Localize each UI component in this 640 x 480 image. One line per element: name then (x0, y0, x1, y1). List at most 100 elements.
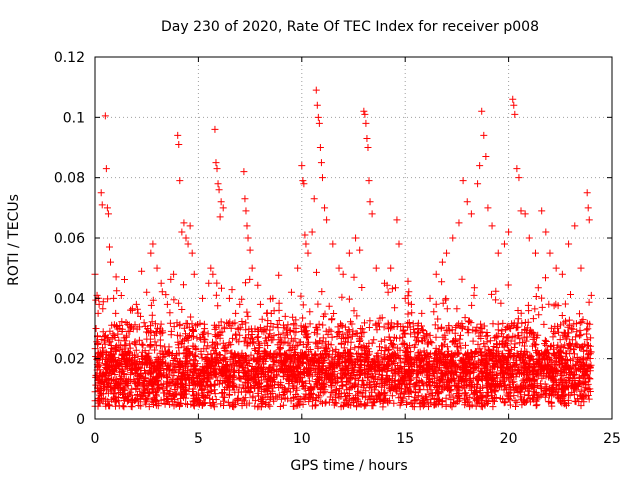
data-point (308, 228, 316, 236)
data-point (299, 177, 307, 185)
data-point (294, 264, 302, 272)
data-point (132, 300, 140, 308)
data-point (263, 309, 271, 317)
data-point (482, 153, 490, 161)
background-scatter-cloud (91, 267, 595, 411)
data-point (318, 174, 326, 182)
data-point (304, 249, 312, 257)
grid (95, 57, 612, 419)
data-point (585, 216, 593, 224)
data-point (219, 204, 227, 212)
data-point (565, 240, 573, 248)
data-point (463, 198, 471, 206)
data-point (401, 294, 409, 302)
data-point (323, 216, 331, 224)
x-tick-label: 5 (194, 431, 203, 447)
data-point (175, 140, 183, 148)
data-point (476, 162, 484, 170)
x-tick-label: 25 (603, 431, 621, 447)
data-point (157, 279, 165, 287)
x-tick-label: 10 (293, 431, 311, 447)
data-point (546, 249, 554, 257)
data-point (298, 162, 306, 170)
data-point (92, 325, 100, 332)
data-point (459, 177, 467, 185)
data-point (214, 180, 222, 188)
data-point (393, 216, 401, 224)
data-point (583, 189, 591, 197)
data-point (509, 95, 517, 103)
data-point (94, 309, 102, 317)
data-point (438, 258, 446, 266)
data-point (432, 270, 440, 278)
data-point (449, 234, 457, 242)
data-point (339, 270, 347, 278)
tick-labels: 0 5 10 15 20 25 0 0.02 0.04 0.06 0.08 0.1 0.12 (54, 50, 621, 447)
chart-title: Day 230 of 2020, Rate Of TEC Index for r… (161, 19, 539, 35)
data-point (243, 222, 251, 230)
data-point (225, 294, 233, 302)
data-point (256, 300, 264, 308)
data-point (316, 144, 324, 151)
data-point (212, 159, 220, 167)
data-point (314, 113, 322, 121)
data-point (287, 288, 295, 296)
data-point (170, 270, 178, 278)
data-point (186, 222, 194, 230)
data-point (143, 288, 151, 296)
data-point (511, 110, 519, 118)
data-point (474, 180, 482, 188)
data-point (364, 144, 372, 151)
data-point (116, 325, 124, 332)
data-point (122, 318, 130, 326)
data-point (178, 228, 186, 236)
data-point (407, 300, 415, 308)
data-point (110, 294, 118, 302)
data-point (335, 264, 343, 272)
data-point (217, 198, 225, 206)
data-point (180, 219, 188, 227)
data-point (362, 119, 370, 127)
data-point (455, 219, 463, 227)
data-point (368, 210, 376, 218)
data-point (97, 189, 105, 197)
data-point (513, 165, 521, 173)
data-point (211, 125, 219, 133)
data-point (105, 243, 113, 251)
data-point (395, 240, 403, 248)
data-point (317, 159, 325, 167)
data-point (361, 110, 369, 118)
data-point (321, 204, 329, 212)
data-point (365, 177, 373, 185)
data-point (467, 210, 475, 218)
data-point (587, 291, 595, 299)
data-point (136, 312, 144, 320)
data-point (188, 249, 196, 257)
data-point (102, 165, 110, 173)
data-point (240, 168, 248, 176)
data-point (95, 300, 103, 308)
data-point (149, 240, 157, 248)
data-point (515, 174, 523, 182)
data-point (329, 240, 337, 248)
data-point (387, 264, 395, 272)
data-point (184, 240, 192, 248)
data-point (107, 258, 115, 266)
data-point (182, 234, 190, 242)
data-point (232, 309, 240, 317)
data-point (275, 306, 283, 314)
y-tick-label: 0 (76, 412, 85, 428)
y-tick-label: 0.02 (54, 352, 85, 368)
data-point (443, 249, 451, 257)
data-point (147, 249, 155, 257)
data-point (558, 270, 566, 278)
data-point (174, 131, 182, 139)
data-point (128, 306, 136, 314)
data-point (494, 249, 502, 257)
y-tick-label: 0.06 (54, 231, 85, 247)
data-point (163, 300, 171, 308)
data-point (531, 249, 539, 257)
data-point (216, 213, 224, 221)
data-point (480, 131, 488, 139)
